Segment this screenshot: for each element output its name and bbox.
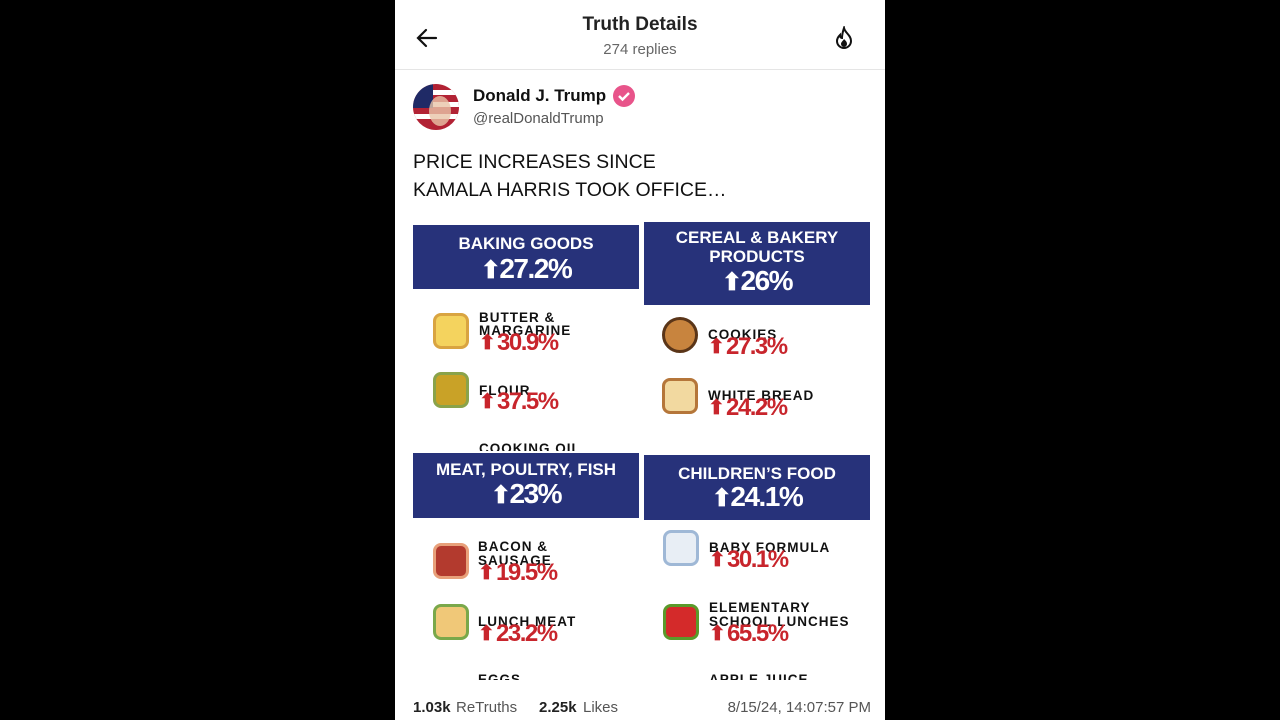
category-change-value: 26%	[740, 265, 794, 296]
category-title: MEAT, POULTRY, FISH	[435, 460, 617, 479]
item-label: BACON &	[478, 539, 548, 554]
divider	[395, 69, 885, 70]
item-arrow: ⬆	[478, 623, 495, 645]
likes-label[interactable]: Likes	[583, 699, 619, 716]
item-change: 37.5%	[497, 388, 559, 415]
item-label: COOKIES	[708, 327, 778, 342]
item-arrow: ⬆	[709, 549, 726, 571]
item-label: APPLE JUICE	[709, 672, 809, 680]
item-label: BUTTER &	[479, 310, 556, 325]
item-change: 30.9%	[497, 329, 559, 356]
author-handle: @realDonaldTrump	[473, 110, 604, 127]
item-label: ELEMENTARY	[709, 600, 811, 615]
item-label: MARGARINE	[479, 323, 572, 338]
item-arrow: ⬆	[479, 332, 496, 354]
infographic-panel: MEAT, POULTRY, FISH ⬆23% BACON & SAUSAGE ⬆ 19…	[413, 453, 640, 680]
item-arrow: ⬆	[478, 562, 495, 584]
page-title: Truth Details	[582, 14, 698, 35]
category-change: ⬆24.1%	[711, 481, 804, 513]
item-label: WHITE BREAD	[708, 388, 815, 403]
item-change: 24.2%	[726, 394, 788, 421]
item-change: 30.1%	[727, 546, 789, 573]
item-arrow: ⬆	[479, 391, 496, 413]
category-change-value: 27.2%	[499, 253, 572, 284]
category-change-value: 24.1%	[730, 481, 803, 512]
author-name[interactable]: Donald J. Trump	[473, 86, 607, 105]
timestamp: 8/15/24, 14:07:57 PM	[727, 699, 871, 716]
item-change: 27.3%	[726, 333, 788, 360]
verified-badge	[613, 85, 635, 107]
category-change: ⬆23%	[490, 478, 563, 510]
post-image[interactable]: BAKING GOODS ⬆27.2% BUTTER & MARGARINE ⬆ 30.9…	[413, 222, 871, 680]
infographic-panel: CEREAL & BAKERY PRODUCTS ⬆26% COOKIES ⬆ 27.3%…	[644, 222, 871, 451]
food-icon	[663, 604, 699, 640]
food-icon	[662, 378, 698, 414]
truth-details-panel: Truth Details 274 replies Donald J. Trum…	[395, 0, 885, 720]
item-label: EGGS	[478, 672, 522, 680]
category-title: CHILDREN’S FOOD	[678, 464, 836, 483]
item-label: LUNCH MEAT	[478, 614, 577, 629]
food-icon	[433, 372, 469, 408]
food-icon	[433, 604, 469, 640]
fire-button[interactable]	[832, 26, 856, 52]
category-header: BAKING GOODS ⬆27.2%	[413, 225, 639, 289]
back-button[interactable]	[415, 26, 439, 50]
retruths-label[interactable]: ReTruths	[456, 699, 518, 716]
item-label: BABY FORMULA	[709, 540, 831, 555]
item-change: 23.2%	[496, 620, 558, 647]
item-arrow: ⬆	[708, 336, 725, 358]
category-header: CEREAL & BAKERY PRODUCTS ⬆26%	[644, 222, 870, 305]
likes-count: 2.25k	[539, 699, 577, 716]
reply-count: 274 replies	[603, 41, 677, 58]
category-header: CHILDREN’S FOOD ⬆24.1%	[644, 455, 870, 520]
category-title: CEREAL & BAKERY	[675, 228, 839, 247]
item-change: 19.5%	[496, 559, 558, 586]
post-text-line: KAMALA HARRIS TOOK OFFICE…	[413, 179, 727, 201]
item-label: SCHOOL LUNCHES	[709, 614, 850, 629]
infographic-panel: BAKING GOODS ⬆27.2% BUTTER & MARGARINE ⬆ 30.9…	[413, 222, 640, 451]
item-change: 65.5%	[727, 620, 789, 647]
item-arrow: ⬆	[708, 397, 725, 419]
category-change: ⬆27.2%	[480, 253, 573, 285]
infographic-panel: CHILDREN’S FOOD ⬆24.1% BABY FORMULA ⬆ 30.1% E…	[644, 453, 871, 680]
avatar[interactable]	[413, 84, 459, 130]
retruths-count: 1.03k	[413, 699, 451, 716]
category-title: BAKING GOODS	[458, 234, 594, 253]
food-icon	[663, 530, 699, 566]
item-label: SAUSAGE	[478, 553, 552, 568]
food-icon	[433, 543, 469, 579]
category-header: MEAT, POULTRY, FISH ⬆23%	[413, 453, 639, 518]
item-label: COOKING OIL	[479, 441, 581, 451]
item-label: FLOUR	[479, 383, 531, 398]
food-icon	[433, 313, 469, 349]
post-text-line: PRICE INCREASES SINCE	[413, 151, 656, 173]
category-change: ⬆26%	[721, 265, 794, 297]
item-arrow: ⬆	[709, 623, 726, 645]
category-title: PRODUCTS	[709, 247, 805, 266]
food-icon	[662, 317, 698, 353]
category-change-value: 23%	[509, 478, 563, 509]
